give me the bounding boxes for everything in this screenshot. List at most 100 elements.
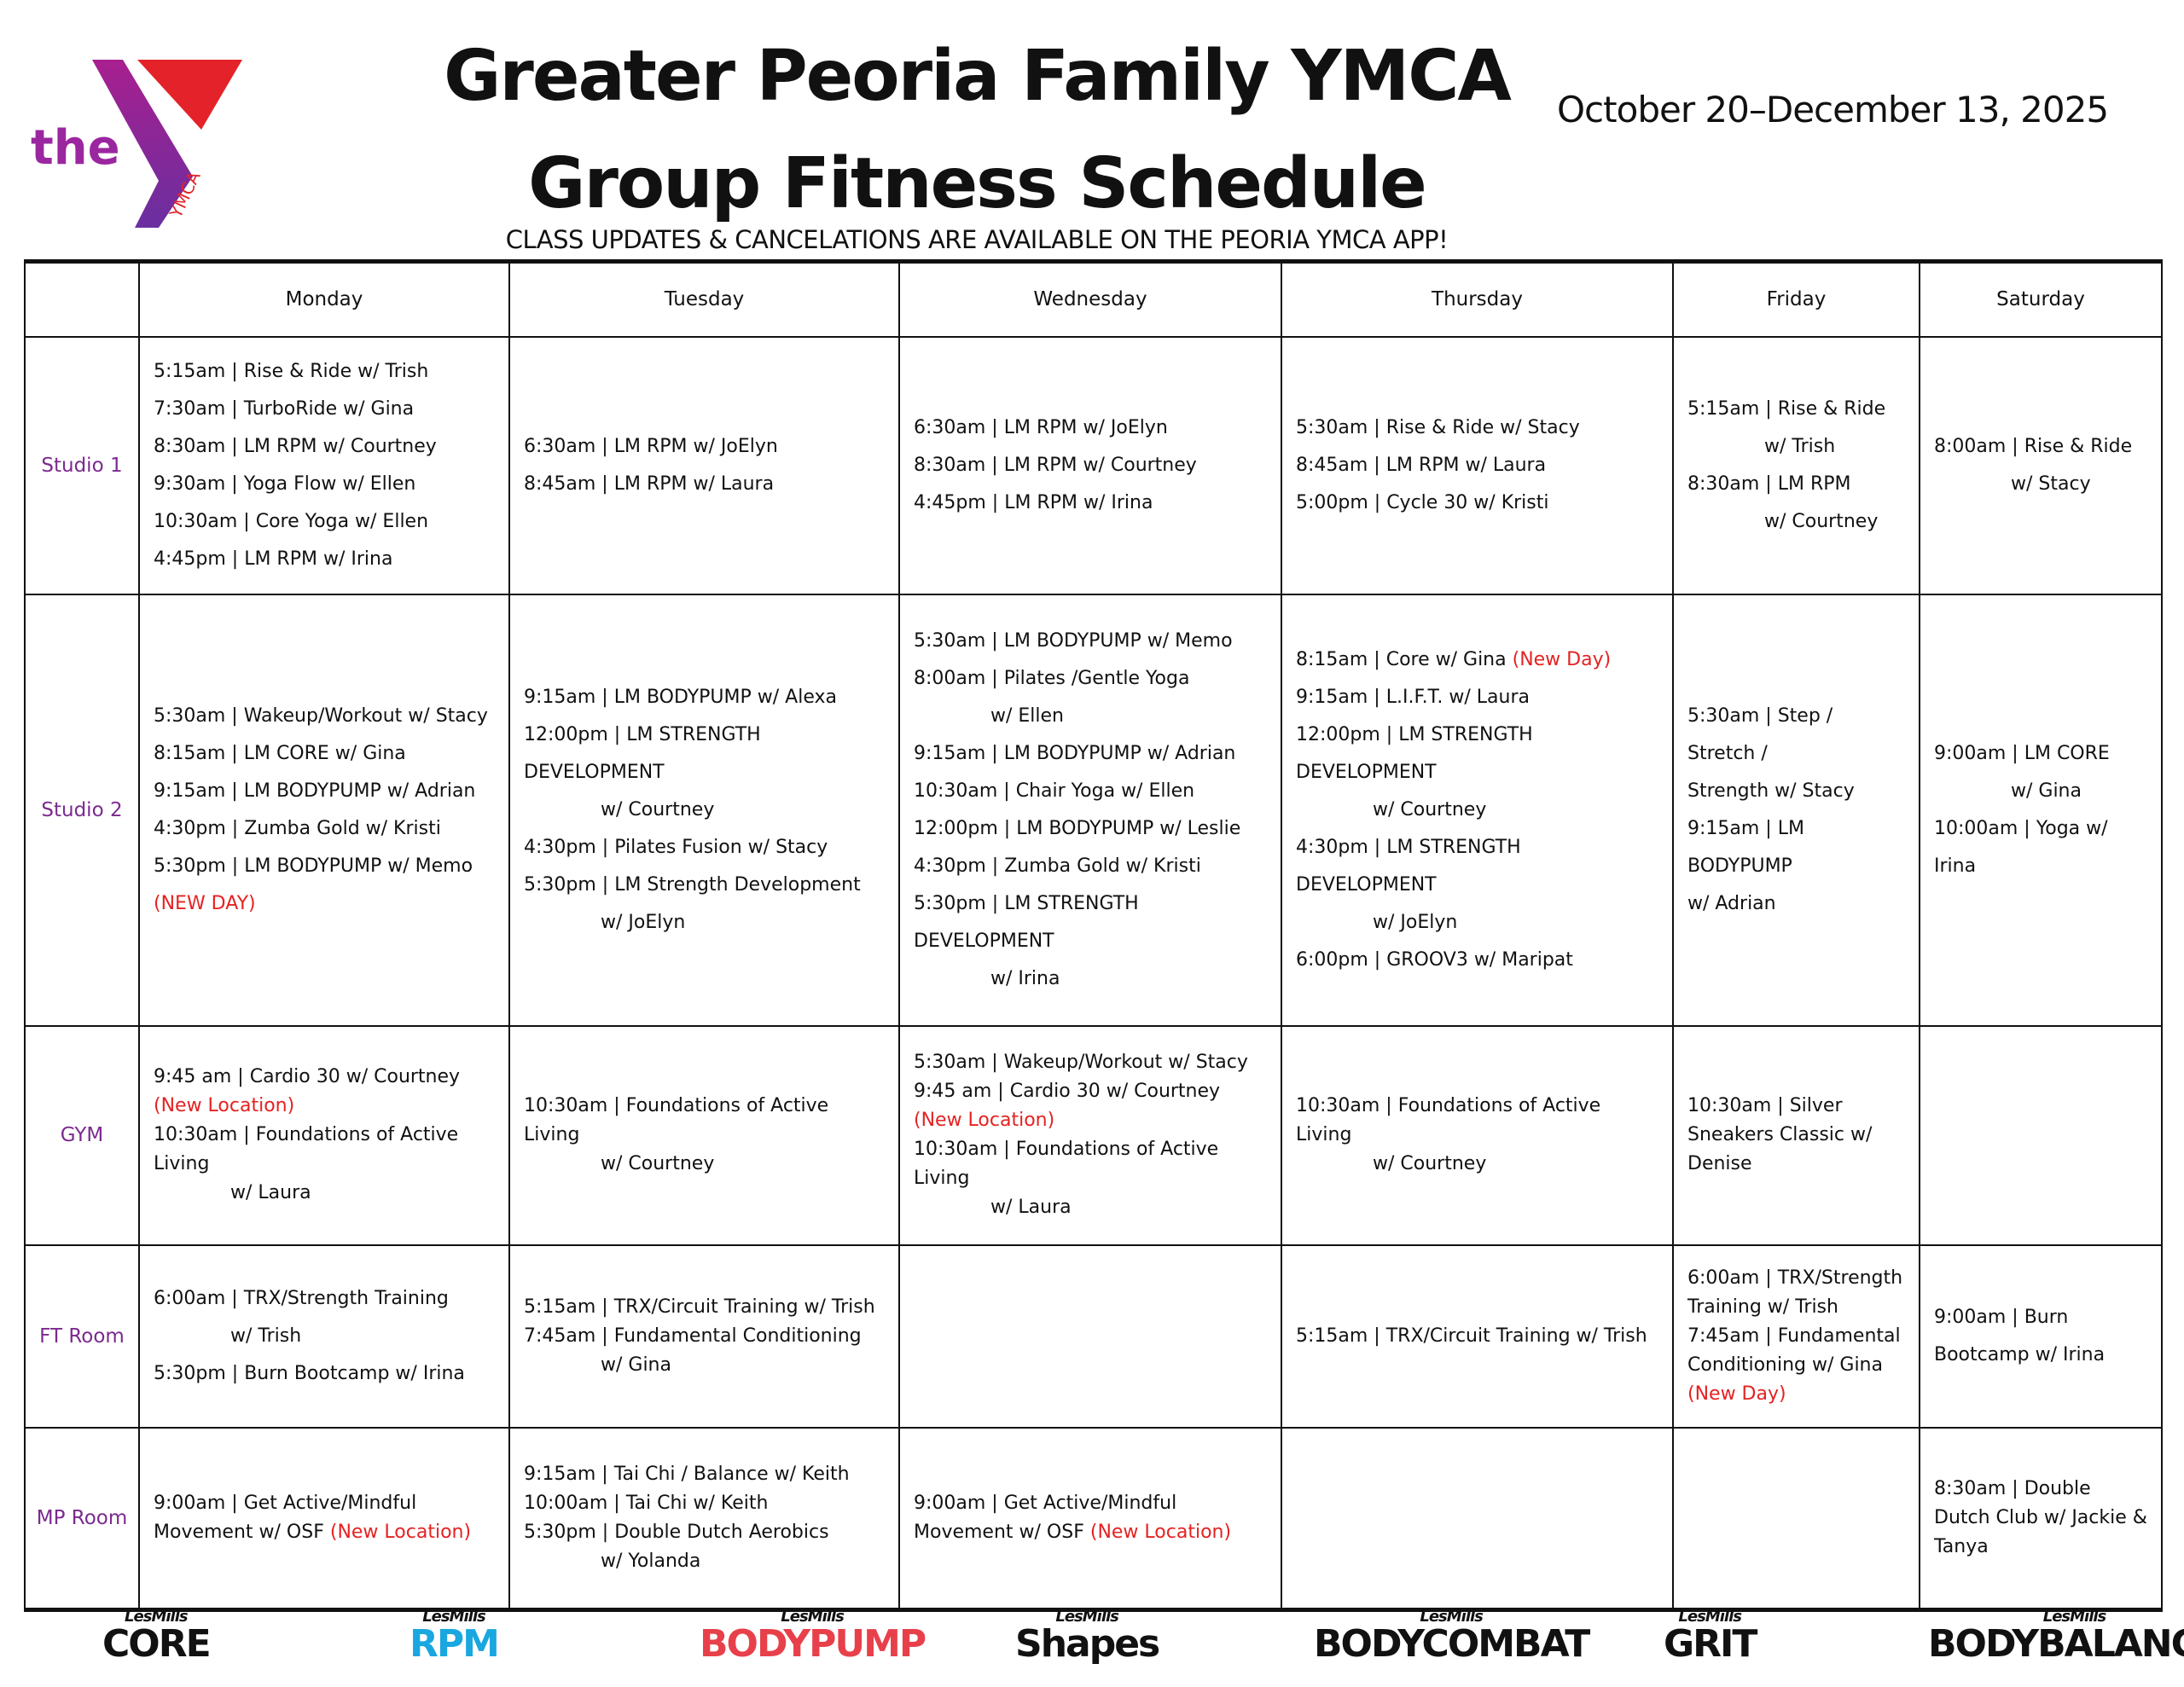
class-entry: 6:00am | TRX/Strength Training <box>154 1280 495 1318</box>
class-text: 8:30am | LM RPM <box>1687 472 1851 495</box>
change-note: (New Location) <box>1089 1521 1232 1543</box>
class-entry: w/ Stacy <box>1934 466 2147 503</box>
day-header-tuesday: Tuesday <box>508 260 900 338</box>
class-text: 9:15am | LM BODYPUMP w/ Adrian <box>154 780 476 802</box>
class-text: 5:15am | Rise & Ride <box>1687 397 1886 420</box>
class-entry: 9:15am | LM BODYPUMP w/ Adrian <box>914 735 1267 773</box>
brand-text: LesMills <box>781 1608 845 1626</box>
class-text: w/ Courtney <box>601 1153 715 1174</box>
class-entry: 10:30am | Foundations of Active Living <box>524 1092 885 1150</box>
class-entry: w/ JoElyn <box>524 904 885 942</box>
class-entry: 5:15am | Rise & Ride w/ Trish <box>154 353 495 391</box>
class-entry: w/ Courtney <box>524 791 885 829</box>
class-entry: 5:30pm | LM BODYPUMP w/ Memo <box>154 848 495 885</box>
program-name: BODYCOMBAT <box>1314 1622 1590 1666</box>
class-text: 4:45pm | LM RPM w/ Irina <box>154 548 393 570</box>
brand-text: LesMills <box>1055 1608 1119 1626</box>
logo-bodybalance: LesMillsBODYBALANCE <box>1928 1608 2184 1663</box>
class-entry: 5:15am | TRX/Circuit Training w/ Trish <box>524 1293 885 1322</box>
day-header-friday: Friday <box>1672 260 1920 338</box>
class-entry: 8:30am | LM RPM w/ Courtney <box>914 447 1267 484</box>
class-entry: 10:00am | Tai Chi w/ Keith <box>524 1489 885 1518</box>
class-entry: 4:30pm | Zumba Gold w/ Kristi <box>154 810 495 848</box>
class-entry: w/ Gina <box>524 1351 885 1380</box>
class-text: 10:30am | Foundations of Active Living <box>914 1139 1219 1189</box>
class-cell: 8:15am | Core w/ Gina (New Day) 9:15am | … <box>1281 593 1674 1027</box>
class-text: w/ Trish <box>230 1325 302 1347</box>
class-cell: 9:15am | Tai Chi / Balance w/ Keith 10:00… <box>508 1426 900 1611</box>
class-cell: 6:30am | LM RPM w/ JoElyn 8:45am | LM RPM… <box>508 335 900 595</box>
day-header-saturday: Saturday <box>1919 260 2163 338</box>
class-text: 9:00am | Get Active/Mindful Movement w/ … <box>914 1492 1177 1543</box>
class-text: 5:30pm | LM BODYPUMP w/ Memo <box>154 855 473 877</box>
class-entry: w/ Courtney <box>1296 791 1658 829</box>
class-text: 8:15am | Core w/ Gina <box>1296 648 1513 670</box>
class-text: 6:00am | TRX/Strength Training <box>154 1287 449 1309</box>
program-name: CORE <box>102 1622 212 1666</box>
class-text: 5:30am | Step / Stretch / <box>1687 704 1833 764</box>
class-entry: 9:15am | LM BODYPUMP w/ Alexa <box>524 679 885 716</box>
class-entry: 4:45pm | LM RPM w/ Irina <box>914 484 1267 522</box>
class-cell: 9:15am | LM BODYPUMP w/ Alexa 12:00pm | L… <box>508 593 900 1027</box>
class-entry: 7:45am | Fundamental Conditioning <box>524 1322 885 1351</box>
class-entry: 9:00am | LM CORE <box>1934 735 2147 773</box>
brand-text: LesMills <box>1420 1608 1484 1626</box>
schedule-dates: October 20–December 13, 2025 <box>1557 89 2109 130</box>
class-text: 4:30pm | Pilates Fusion w/ Stacy <box>524 836 828 858</box>
room-row: GYM 9:45 am | Cardio 30 w/ Courtney (New … <box>24 1024 2163 1246</box>
class-cell: 9:00am | Get Active/Mindful Movement w/ … <box>138 1426 510 1611</box>
page-subtitle: Group Fitness Schedule <box>528 143 1427 224</box>
class-entry: 4:45pm | LM RPM w/ Irina <box>154 541 495 578</box>
class-text: 9:00am | Get Active/Mindful Movement w/ … <box>154 1492 417 1543</box>
class-entry: (New Day) <box>1687 1380 1905 1409</box>
class-entry: 12:00pm | LM STRENGTH DEVELOPMENT <box>1296 716 1658 791</box>
day-header-row: Monday Tuesday Wednesday Thursday Friday Satu… <box>24 260 2163 338</box>
class-text: 10:30am | Foundations of Active Living <box>154 1124 459 1174</box>
class-entry: 10:30am | Chair Yoga w/ Ellen <box>914 773 1267 810</box>
class-text: 10:30am | Core Yoga w/ Ellen <box>154 510 429 532</box>
class-text: 12:00pm | LM STRENGTH DEVELOPMENT <box>1296 723 1533 783</box>
class-entry: 6:30am | LM RPM w/ JoElyn <box>524 428 885 466</box>
class-entry: 10:30am | Foundations of Active Living <box>914 1135 1267 1193</box>
class-text: 6:30am | LM RPM w/ JoElyn <box>914 416 1168 438</box>
class-cell: 9:00am | Get Active/Mindful Movement w/ … <box>898 1426 1282 1611</box>
class-text: 5:15am | TRX/Circuit Training w/ Trish <box>524 1296 875 1318</box>
class-text: 9:45 am | Cardio 30 w/ Courtney <box>914 1081 1221 1102</box>
class-cell <box>1919 1024 2163 1246</box>
class-text: 12:00pm | LM STRENGTH DEVELOPMENT <box>524 723 761 783</box>
logo-grit: LesMills GRIT <box>1664 1608 1757 1663</box>
class-text: 10:30am | Foundations of Active Living <box>524 1095 829 1145</box>
class-cell: 9:00am | LM CORE w/ Gina 10:00am | Yoga w/… <box>1919 593 2163 1027</box>
class-entry: w/ Courtney <box>1296 1150 1658 1179</box>
class-text: 8:45am | LM RPM w/ Laura <box>1296 454 1547 476</box>
class-entry: 8:30am | LM RPM w/ Courtney <box>154 428 495 466</box>
class-text: w/ Laura <box>990 1197 1072 1218</box>
class-cell <box>898 1244 1282 1429</box>
class-entry: w/ Adrian <box>1687 885 1905 923</box>
class-text: w/ Courtney <box>1764 510 1879 532</box>
class-text: 6:00am | TRX/Strength Training w/ Trish <box>1687 1267 1903 1318</box>
brand-text: LesMills <box>125 1608 189 1626</box>
class-text: w/ Ellen <box>990 704 1065 727</box>
class-text: 4:30pm | Zumba Gold w/ Kristi <box>914 855 1201 877</box>
class-cell: 10:30am | Silver Sneakers Classic w/ Den… <box>1672 1024 1920 1246</box>
ymca-logo: the YMCA <box>31 60 242 228</box>
room-row: FT Room 6:00am | TRX/Strength Training w/ … <box>24 1244 2163 1429</box>
class-cell: 5:15am | Rise & Ride w/ Trish 8:30am | LM … <box>1672 335 1920 595</box>
class-cell: 5:30am | Wakeup/Workout w/ Stacy 9:45 am … <box>898 1024 1282 1246</box>
class-text: 8:30am | LM RPM w/ Courtney <box>154 435 437 457</box>
class-text: 9:00am | Burn Bootcamp w/ Irina <box>1934 1306 2106 1365</box>
class-entry: 8:15am | LM CORE w/ Gina <box>154 735 495 773</box>
class-entry: 10:30am | Foundations of Active Living <box>154 1121 495 1179</box>
room-row: MP Room 9:00am | Get Active/Mindful Movem… <box>24 1426 2163 1611</box>
class-cell <box>1281 1426 1674 1611</box>
class-cell: 9:45 am | Cardio 30 w/ Courtney (New Loc… <box>138 1024 510 1246</box>
page-title: Greater Peoria Family YMCA <box>444 36 1512 117</box>
class-text: 4:45pm | LM RPM w/ Irina <box>914 491 1153 513</box>
class-entry: 7:45am | Fundamental Conditioning w/ Gin… <box>1687 1322 1905 1380</box>
class-entry: w/ Gina <box>1934 773 2147 810</box>
program-name: Shapes <box>1015 1622 1160 1666</box>
room-label: Studio 1 <box>24 335 140 595</box>
class-text: 5:30pm | Double Dutch Aerobics <box>524 1521 829 1543</box>
logo-bodypump: LesMills BODYPUMP <box>700 1608 926 1663</box>
